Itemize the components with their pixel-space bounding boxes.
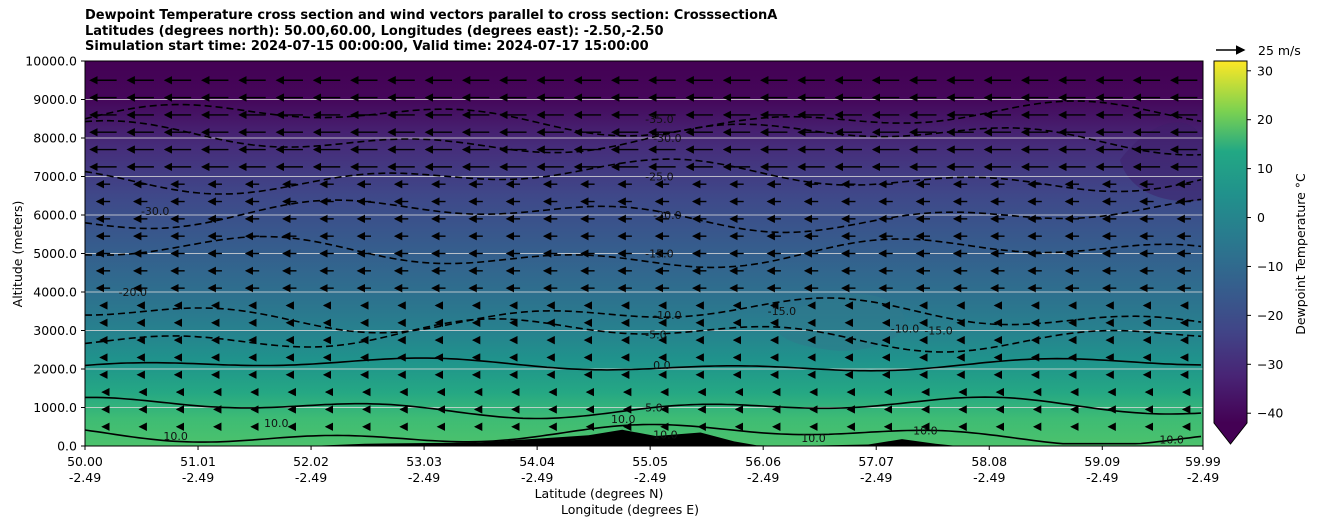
x-tick-label-lat: 59.09 bbox=[1084, 454, 1120, 469]
x-tick-label-lat: 54.04 bbox=[519, 454, 555, 469]
contour-label: -15.0 bbox=[924, 324, 952, 337]
colorbar-tick-label: −40 bbox=[1257, 406, 1283, 421]
plot-area: -35.0 -30.0 -25.0 -20.0 -15.0 -10.0 -5.0 0.0 5.0… bbox=[85, 61, 1203, 447]
x-tick-label-lat: 57.07 bbox=[858, 454, 894, 469]
wind-reference-label: 25 m/s bbox=[1258, 43, 1301, 58]
x-tick-label-lon: -2.49 bbox=[1086, 470, 1118, 485]
y-tick-label: 2000.0 bbox=[33, 362, 77, 377]
contour-line bbox=[85, 396, 1202, 420]
colorbar-label: Dewpoint Temperature °C bbox=[1293, 173, 1308, 335]
colorbar-extend-triangle bbox=[1214, 423, 1247, 444]
contour-line bbox=[85, 317, 1202, 353]
y-tick-label: 1000.0 bbox=[33, 400, 77, 415]
contour-label: -25.0 bbox=[645, 171, 673, 184]
x-tick-label-lon: -2.49 bbox=[408, 470, 440, 485]
contour-label: 10.0 bbox=[611, 413, 636, 426]
y-tick-label: 7000.0 bbox=[33, 169, 77, 184]
x-tick-label-lon: -2.49 bbox=[521, 470, 553, 485]
x-tick-label-lon: -2.49 bbox=[295, 470, 327, 485]
y-tick-label: 10000.0 bbox=[25, 54, 77, 69]
contour-line bbox=[85, 158, 1202, 195]
terrain-silhouette bbox=[85, 429, 958, 446]
y-axis: 0.0 1000.0 2000.0 3000.0 4000.0 5000.0 6000.0 7… bbox=[25, 54, 85, 454]
title-line-2: Latitudes (degrees north): 50.00,60.00, … bbox=[85, 23, 664, 39]
colorbar-tick-label: −10 bbox=[1257, 259, 1283, 274]
x-tick-label-lon: -2.49 bbox=[973, 470, 1005, 485]
y-tick-label: 4000.0 bbox=[33, 285, 77, 300]
contour-label: 10.0 bbox=[801, 432, 826, 445]
y-tick-label: 5000.0 bbox=[33, 246, 77, 261]
y-tick-label: 0.0 bbox=[57, 439, 77, 454]
x-tick-label-lat: 59.99 bbox=[1185, 454, 1221, 469]
contour-line bbox=[85, 100, 1202, 137]
x-tick-label-lon: -2.49 bbox=[1187, 470, 1219, 485]
contour-label: -20.0 bbox=[653, 209, 681, 222]
contour-line bbox=[85, 297, 1202, 334]
x-tick-label-lon: -2.49 bbox=[69, 470, 101, 485]
title-line-3: Simulation start time: 2024-07-15 00:00:… bbox=[85, 39, 649, 54]
contour-label: 10.0 bbox=[653, 428, 678, 441]
x-tick-label-lat: 51.01 bbox=[180, 454, 216, 469]
contour-line bbox=[85, 198, 1202, 234]
colorbar-tick-label: 0 bbox=[1257, 210, 1265, 225]
colorbar-tick-label: −20 bbox=[1257, 308, 1283, 323]
y-tick-label: 6000.0 bbox=[33, 208, 77, 223]
colorbar-ticks: −40 −30 −20 −10 0 10 20 30 bbox=[1247, 63, 1283, 421]
x-axis-label-lon: Longitude (degrees E) bbox=[561, 502, 699, 517]
colorbar-tick-label: −30 bbox=[1257, 357, 1283, 372]
y-tick-label: 9000.0 bbox=[33, 92, 77, 107]
contour-line bbox=[85, 119, 1202, 156]
chart-title: Dewpoint Temperature cross section and w… bbox=[85, 8, 777, 55]
contour-label: 5.0 bbox=[645, 402, 663, 415]
x-tick-label-lat: 56.06 bbox=[745, 454, 781, 469]
colorbar-tick-label: 20 bbox=[1257, 112, 1273, 127]
contour-lines bbox=[85, 100, 1202, 445]
contour-label: 10.0 bbox=[913, 424, 938, 437]
x-tick-label-lat: 55.05 bbox=[632, 454, 668, 469]
contour-label: 10.0 bbox=[163, 430, 188, 443]
colorbar-tick-label: 10 bbox=[1257, 161, 1273, 176]
contour-label: -15.0 bbox=[645, 248, 673, 261]
x-tick-label-lon: -2.49 bbox=[747, 470, 779, 485]
contour-label: 0.0 bbox=[653, 359, 671, 372]
contour-label: -10.0 bbox=[653, 309, 681, 322]
contour-line bbox=[85, 423, 1202, 445]
contour-label: 10.0 bbox=[264, 417, 289, 430]
contour-label: -5.0 bbox=[645, 328, 666, 341]
x-tick-label-lat: 52.02 bbox=[293, 454, 329, 469]
contour-line bbox=[85, 235, 1202, 269]
colorbar-gradient bbox=[1214, 61, 1247, 423]
contour-label: -35.0 bbox=[645, 113, 673, 126]
contour-label: -15.0 bbox=[768, 305, 796, 318]
colorbar-tick-label: 30 bbox=[1257, 63, 1273, 78]
wind-reference-key: 25 m/s bbox=[1216, 43, 1301, 58]
contour-label: -30.0 bbox=[653, 132, 681, 145]
x-axis: 50.00-2.4951.01-2.4952.02-2.4953.03-2.49… bbox=[67, 446, 1221, 485]
contour-label: -20.0 bbox=[119, 286, 147, 299]
contour-line bbox=[85, 357, 1202, 372]
x-tick-label-lat: 50.00 bbox=[67, 454, 103, 469]
contour-labels: -35.0 -30.0 -25.0 -20.0 -15.0 -10.0 -5.0 0.0 5.0… bbox=[119, 113, 1184, 447]
y-tick-label: 8000.0 bbox=[33, 131, 77, 146]
contour-label: 10.0 bbox=[1159, 434, 1184, 447]
y-tick-label: 3000.0 bbox=[33, 323, 77, 338]
x-tick-label-lon: -2.49 bbox=[634, 470, 666, 485]
colorbar: −40 −30 −20 −10 0 10 20 30 Dewpoint Temperature… bbox=[1213, 60, 1308, 445]
contour-label: -30.0 bbox=[141, 205, 169, 218]
contour-label: -10.0 bbox=[891, 322, 919, 335]
x-tick-label-lon: -2.49 bbox=[860, 470, 892, 485]
x-tick-label-lon: -2.49 bbox=[182, 470, 214, 485]
x-tick-label-lat: 53.03 bbox=[406, 454, 442, 469]
colorbar-frame bbox=[1213, 60, 1248, 445]
y-axis-label: Altitude (meters) bbox=[10, 201, 25, 308]
title-line-1: Dewpoint Temperature cross section and w… bbox=[85, 8, 778, 23]
wind-vectors bbox=[89, 76, 1198, 431]
x-axis-label-lat: Latitude (degrees N) bbox=[535, 486, 664, 501]
x-tick-label-lat: 58.08 bbox=[971, 454, 1007, 469]
